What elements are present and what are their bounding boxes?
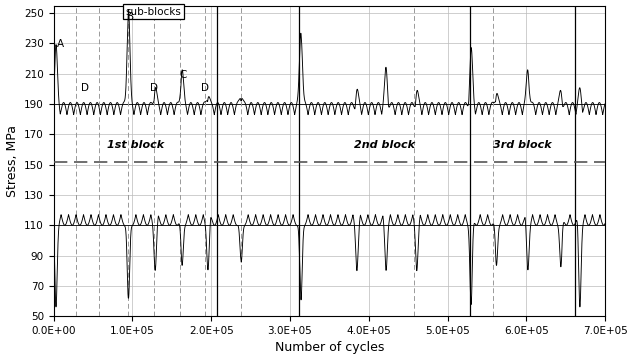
Y-axis label: Stress, MPa: Stress, MPa bbox=[6, 125, 18, 197]
Text: D: D bbox=[201, 84, 209, 94]
X-axis label: Number of cycles: Number of cycles bbox=[275, 341, 384, 355]
Text: D: D bbox=[81, 84, 89, 94]
Text: sub-blocks: sub-blocks bbox=[126, 6, 182, 17]
Text: C: C bbox=[180, 70, 187, 80]
Text: B: B bbox=[127, 12, 134, 22]
Text: 2nd block: 2nd block bbox=[354, 140, 415, 150]
Text: 3rd block: 3rd block bbox=[493, 140, 551, 150]
Text: D: D bbox=[151, 84, 158, 94]
Text: 1st block: 1st block bbox=[107, 140, 164, 150]
Text: A: A bbox=[57, 40, 65, 49]
